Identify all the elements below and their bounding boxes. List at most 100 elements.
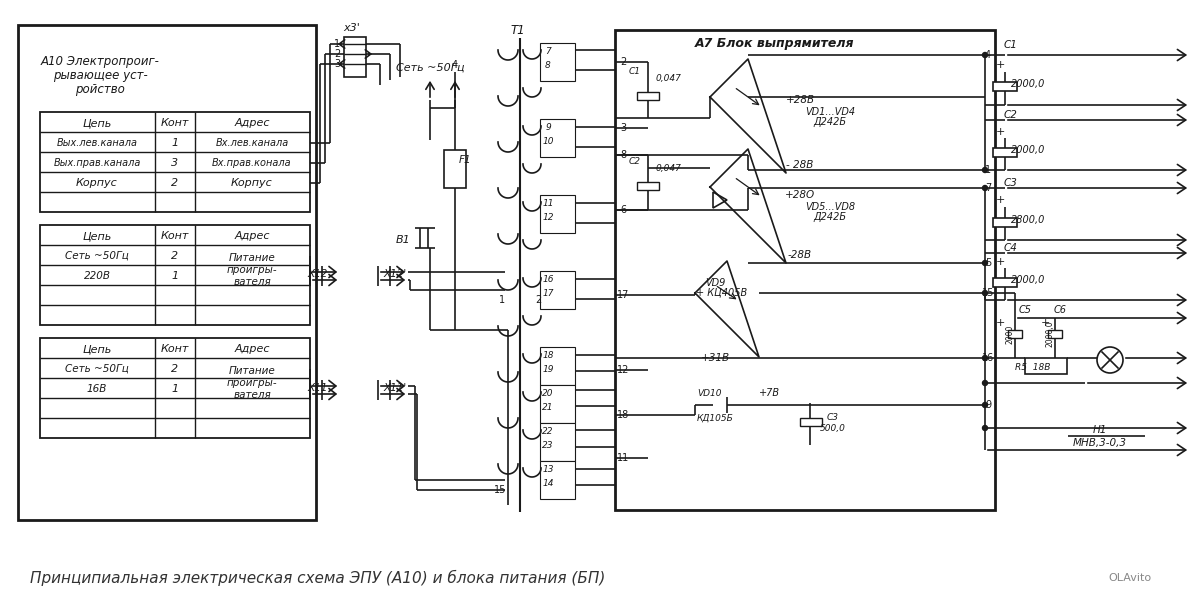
Text: Д242Б: Д242Б [814, 117, 846, 127]
Text: 18: 18 [617, 410, 629, 420]
Bar [1025, 358, 1067, 374]
Text: 17: 17 [617, 290, 629, 300]
Text: С2: С2 [1003, 110, 1016, 120]
Text: 17: 17 [542, 289, 553, 298]
Bar [540, 347, 575, 385]
Circle shape [983, 290, 988, 295]
Bar [994, 82, 1018, 91]
Text: 20: 20 [542, 388, 553, 397]
Text: Н1: Н1 [1093, 425, 1108, 435]
Text: Конт: Конт [161, 231, 190, 241]
Circle shape [983, 381, 988, 385]
Text: +: + [995, 257, 1004, 267]
Text: 2000,0: 2000,0 [1010, 145, 1045, 155]
Text: 14: 14 [542, 479, 553, 488]
Text: +: + [995, 127, 1004, 137]
Text: F1: F1 [458, 155, 472, 165]
Text: 3: 3 [334, 59, 340, 69]
Text: +: + [995, 318, 1004, 328]
Text: 15: 15 [494, 485, 506, 495]
Bar [444, 150, 466, 188]
Bar [40, 225, 310, 325]
Text: 18: 18 [542, 350, 553, 359]
Text: Вых.прав.канала: Вых.прав.канала [53, 158, 140, 168]
Text: T1: T1 [511, 24, 526, 36]
Text: С4: С4 [1003, 243, 1016, 253]
Bar [994, 278, 1018, 287]
Text: Адрес: Адрес [234, 118, 270, 128]
Text: +: + [995, 60, 1004, 70]
Bar [18, 25, 316, 520]
Bar [616, 30, 995, 510]
Text: +: + [995, 195, 1004, 205]
Bar [40, 338, 310, 438]
Text: +: + [1040, 318, 1050, 328]
Text: 0,047: 0,047 [655, 73, 680, 82]
Text: Вых.лев.канала: Вых.лев.канала [56, 138, 138, 148]
Bar [344, 37, 366, 77]
Bar [540, 461, 575, 499]
Text: Сеть ~50Гц: Сеть ~50Гц [65, 251, 128, 261]
Bar [994, 148, 1018, 157]
Text: 23: 23 [542, 440, 553, 450]
Text: OLAvito: OLAvito [1109, 573, 1152, 583]
Bar [540, 385, 575, 423]
Text: 500,0: 500,0 [820, 424, 846, 433]
Bar [1008, 330, 1022, 338]
Text: КД105Б: КД105Б [697, 413, 733, 422]
Text: 2: 2 [172, 251, 179, 261]
Text: - 28В: - 28В [786, 160, 814, 170]
Text: С6: С6 [1054, 305, 1067, 315]
Text: 1: 1 [499, 295, 505, 305]
Bar [800, 418, 822, 426]
Circle shape [983, 53, 988, 57]
Text: 220В: 220В [84, 271, 110, 281]
Text: X12': X12' [383, 269, 407, 279]
Bar [1048, 330, 1062, 338]
Bar [540, 423, 575, 461]
Text: 8: 8 [620, 150, 626, 160]
Text: 3: 3 [172, 158, 179, 168]
Text: Корпус: Корпус [232, 178, 272, 188]
Text: 9: 9 [545, 122, 551, 131]
Text: 7: 7 [545, 47, 551, 56]
Text: С3: С3 [1003, 178, 1016, 188]
Text: +28В: +28В [786, 95, 815, 105]
Circle shape [983, 261, 988, 266]
Text: А7 Блок выпрямителя: А7 Блок выпрямителя [695, 36, 854, 50]
Text: +28О: +28О [785, 190, 815, 200]
Text: С2: С2 [629, 157, 641, 166]
Circle shape [983, 402, 988, 408]
Text: рывающее уст-: рывающее уст- [53, 70, 148, 82]
Text: X11: X11 [308, 383, 328, 393]
Text: 3: 3 [620, 123, 626, 133]
Text: 21: 21 [542, 402, 553, 411]
Text: Сеть ~50Гц: Сеть ~50Гц [396, 63, 464, 73]
Bar [994, 218, 1018, 227]
Text: В1: В1 [396, 235, 410, 245]
Text: VD10: VD10 [697, 388, 722, 397]
Text: Цепь: Цепь [83, 118, 112, 128]
Text: Питание: Питание [229, 366, 275, 376]
Circle shape [983, 425, 988, 431]
Text: 2: 2 [620, 57, 626, 67]
Bar [540, 119, 575, 157]
Bar [637, 92, 659, 100]
Bar [540, 271, 575, 309]
Text: х3': х3' [343, 23, 360, 33]
Text: вателя: вателя [233, 277, 271, 287]
Text: Цепь: Цепь [83, 344, 112, 354]
Text: ройство: ройство [76, 83, 125, 97]
Text: Адрес: Адрес [234, 344, 270, 354]
Text: Корпус: Корпус [76, 178, 118, 188]
Text: Цепь: Цепь [83, 231, 112, 241]
Text: вателя: вателя [233, 390, 271, 400]
Text: МНВ,3-0,3: МНВ,3-0,3 [1073, 438, 1127, 448]
Text: 1: 1 [172, 271, 179, 281]
Text: X12: X12 [308, 269, 328, 279]
Text: 2: 2 [172, 364, 179, 374]
Text: С1: С1 [629, 68, 641, 76]
Text: С5: С5 [1019, 305, 1032, 315]
Bar [540, 195, 575, 233]
Text: +31В: +31В [701, 353, 730, 363]
